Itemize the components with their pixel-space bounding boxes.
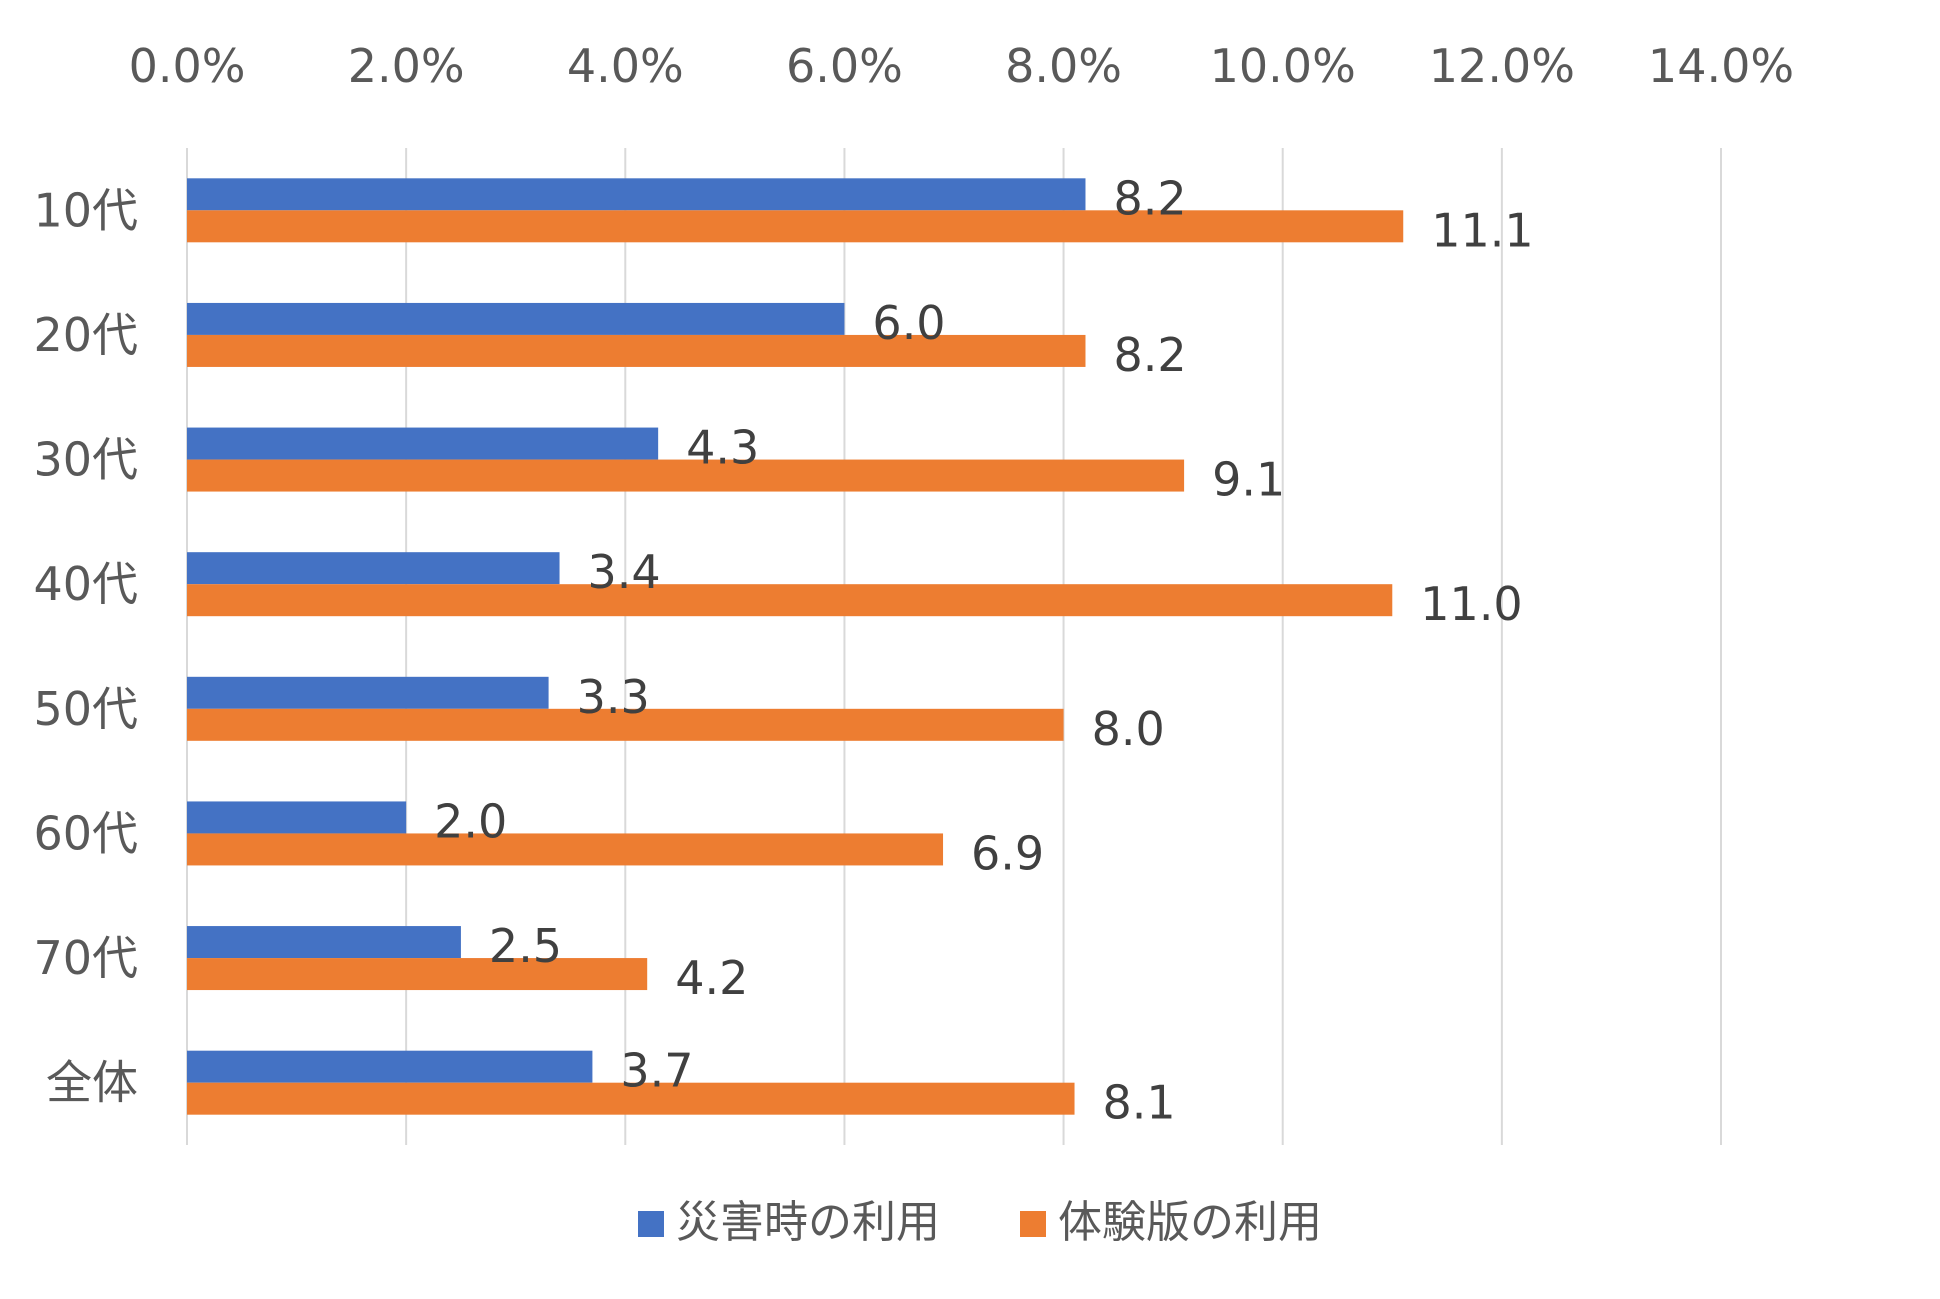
category-label: 20代 <box>33 308 138 362</box>
category-label: 60代 <box>33 806 138 860</box>
bar-series2 <box>187 210 1404 243</box>
data-label: 11.0 <box>1420 577 1522 631</box>
category-label: 30代 <box>33 433 138 487</box>
data-label: 3.7 <box>620 1044 693 1098</box>
legend-swatch <box>638 1211 664 1237</box>
category-label: 全体 <box>46 1056 138 1110</box>
data-label: 4.2 <box>675 951 748 1005</box>
data-label: 11.1 <box>1431 203 1533 257</box>
data-label: 4.3 <box>686 421 759 475</box>
category-label: 50代 <box>33 682 138 736</box>
data-label: 8.1 <box>1103 1076 1176 1130</box>
data-label: 8.2 <box>1113 328 1186 382</box>
category-label: 70代 <box>33 931 138 985</box>
bar-series1 <box>187 178 1086 211</box>
x-tick-label: 6.0% <box>786 39 903 93</box>
legend-label: 体験版の利用 <box>1058 1197 1322 1248</box>
bar-series1 <box>187 302 845 335</box>
data-label: 2.0 <box>434 794 507 848</box>
data-label: 8.2 <box>1113 171 1186 225</box>
bar-series2 <box>187 833 944 866</box>
bars <box>187 178 1404 1115</box>
bar-series1 <box>187 676 549 709</box>
bar-series1 <box>187 801 407 834</box>
bar-series2 <box>187 958 648 991</box>
x-tick-label: 14.0% <box>1648 39 1794 93</box>
bar-series1 <box>187 1050 593 1083</box>
bar-series2 <box>187 334 1086 367</box>
category-label: 40代 <box>33 557 138 611</box>
bar-series1 <box>187 552 560 585</box>
x-tick-label: 10.0% <box>1210 39 1356 93</box>
legend-swatch <box>1020 1211 1046 1237</box>
x-tick-label: 8.0% <box>1005 39 1122 93</box>
bar-series2 <box>187 584 1393 617</box>
bar-series1 <box>187 427 659 460</box>
data-label: 6.9 <box>971 826 1044 880</box>
legend: 災害時の利用 体験版の利用 <box>638 1197 1322 1248</box>
category-label: 10代 <box>33 183 138 237</box>
x-tick-label: 2.0% <box>348 39 465 93</box>
x-axis-tick-labels: 0.0% 2.0% 4.0% 6.0% 8.0% 10.0% 12.0% 14.0% <box>129 39 1795 93</box>
data-label: 2.5 <box>489 919 562 973</box>
data-label: 8.0 <box>1092 702 1165 756</box>
x-tick-label: 12.0% <box>1429 39 1575 93</box>
data-label: 9.1 <box>1212 453 1285 507</box>
data-label: 3.3 <box>577 670 650 724</box>
bar-series2 <box>187 1082 1075 1115</box>
gridlines <box>186 148 1722 1145</box>
x-tick-label: 4.0% <box>567 39 684 93</box>
data-labels: 8.2 11.1 6.0 8.2 4.3 9.1 3.4 11.0 3.3 8.0 2.0 6.9 2.… <box>434 171 1534 1129</box>
bar-series1 <box>187 926 461 959</box>
data-label: 6.0 <box>872 296 945 350</box>
bar-series2 <box>187 708 1064 741</box>
legend-label: 災害時の利用 <box>676 1197 940 1248</box>
bar-series2 <box>187 459 1185 492</box>
x-tick-label: 0.0% <box>129 39 246 93</box>
data-label: 3.4 <box>588 545 661 599</box>
